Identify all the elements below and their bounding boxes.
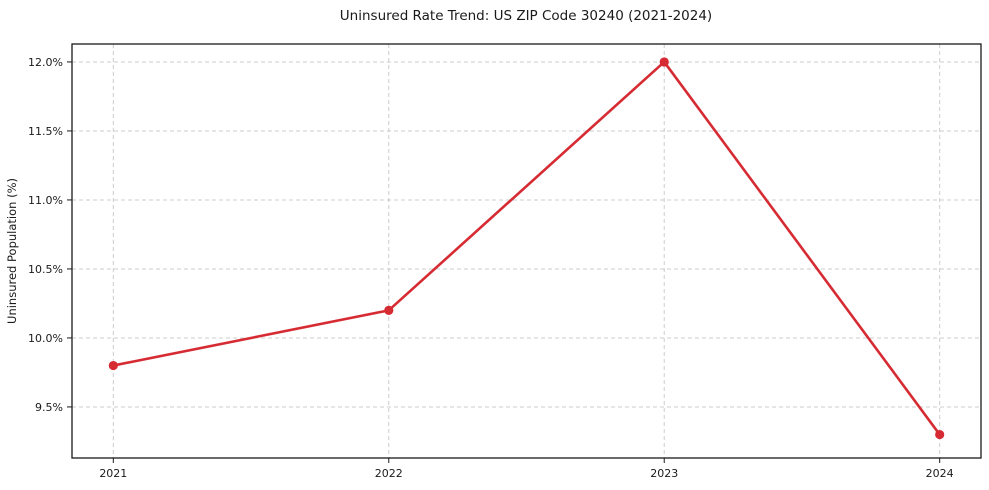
data-point xyxy=(659,57,669,67)
data-point xyxy=(108,360,118,371)
y-tick-label: 10.0% xyxy=(28,332,63,345)
x-tick-label: 2021 xyxy=(99,467,127,480)
chart-title: Uninsured Rate Trend: US ZIP Code 30240 … xyxy=(340,8,712,24)
y-tick-label: 10.5% xyxy=(28,263,63,276)
y-axis-label: Uninsured Population (%) xyxy=(5,178,19,324)
y-tick-label: 9.5% xyxy=(35,401,63,414)
data-point xyxy=(935,429,945,440)
trend-line xyxy=(112,60,941,436)
y-tick-label: 12.0% xyxy=(28,56,63,69)
x-tick-label: 2023 xyxy=(650,467,678,480)
plot-border xyxy=(71,43,982,459)
data-point xyxy=(384,305,394,315)
y-tick-label: 11.5% xyxy=(28,125,63,138)
x-tick-label: 2022 xyxy=(375,467,403,480)
y-tick-label: 11.0% xyxy=(28,194,63,207)
plot-generated-layer: 9.5% 10.0% 10.5% 11.0% 11.5% 12.0% 2021 2022 202… xyxy=(28,43,982,480)
x-tick-label: 2024 xyxy=(926,467,954,480)
